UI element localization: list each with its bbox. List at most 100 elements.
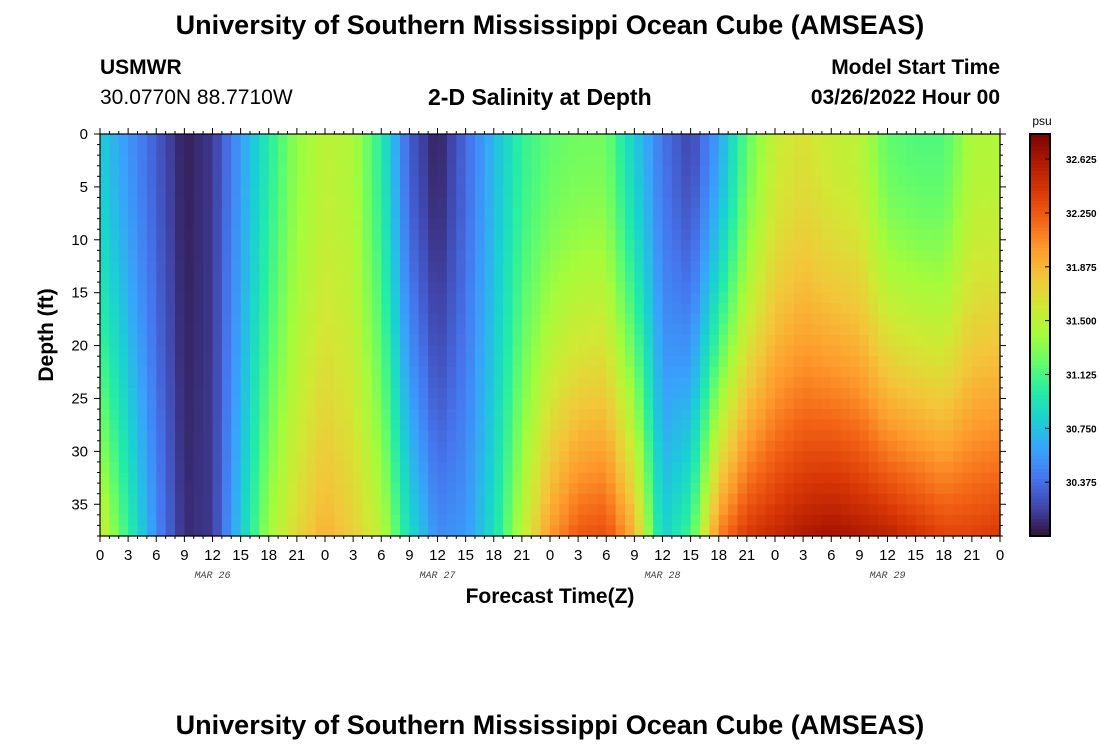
heatmap-cell [756,398,767,410]
heatmap-cell [221,525,232,537]
heatmap-cell [240,155,251,167]
heatmap-cell [625,356,635,368]
heatmap-cell [418,282,429,294]
heatmap-cell [109,229,120,241]
heatmap-cell [662,387,673,400]
heatmap-cell [231,250,242,262]
heatmap-cell [653,303,664,315]
heatmap-cell [437,472,448,484]
heatmap-cell [587,356,598,368]
heatmap-cell [981,176,992,188]
heatmap-cell [287,260,298,273]
heatmap-cell [400,335,410,347]
heatmap-cell [728,345,739,357]
heatmap-cell [615,461,626,474]
heatmap-cell [859,324,870,336]
heatmap-cell [690,271,701,283]
heatmap-cell [428,335,439,347]
heatmap-cell [250,430,260,442]
heatmap-cell [709,165,720,177]
heatmap-cell [250,292,260,304]
heatmap-cell [709,366,720,378]
heatmap-cell [775,409,785,421]
heatmap-cell [456,356,467,368]
heatmap-cell [231,430,242,442]
heatmap-cell [653,430,664,442]
heatmap-cell [718,229,729,241]
heatmap-cell [278,525,289,537]
heatmap-cell [596,451,607,463]
heatmap-cell [887,504,898,516]
heatmap-cell [681,229,692,241]
heatmap-cell [859,176,870,188]
heatmap-cell [437,165,448,177]
heatmap-cell [550,504,560,516]
heatmap-cell [390,271,401,283]
heatmap-cell [428,398,439,410]
heatmap-cell [793,218,804,230]
heatmap-cell [887,197,898,209]
heatmap-cell [821,483,832,495]
heatmap-cell [662,292,673,304]
heatmap-cell [503,345,514,357]
heatmap-cell [175,377,185,389]
heatmap-cell [793,335,804,347]
heatmap-cell [362,356,373,368]
x-tick-label: 12 [654,547,671,564]
heatmap-cell [831,525,842,537]
colorbar-segment [1030,257,1050,262]
heatmap-cell [971,324,982,336]
heatmap-cell [428,176,439,188]
heatmap-cell [353,229,364,241]
heatmap-cell [906,451,917,463]
heatmap-cell [493,303,504,315]
heatmap-cell [606,176,617,188]
heatmap-cell [915,313,926,326]
heatmap-cell [878,303,889,315]
heatmap-cell [793,472,804,484]
heatmap-cell [953,186,964,199]
heatmap-cell [184,387,195,400]
heatmap-cell [456,419,467,431]
colorbar-segment [1030,251,1050,256]
heatmap-cell [981,461,992,474]
heatmap-cell [700,451,710,463]
heatmap-cell [259,504,270,516]
heatmap-cell [390,134,401,146]
heatmap-cell [221,324,232,336]
heatmap-cell [381,229,392,241]
heatmap-cell [653,335,664,347]
heatmap-cell [465,493,476,505]
heatmap-cell [840,387,851,400]
heatmap-cell [371,208,382,220]
heatmap-cell [831,197,842,209]
heatmap-cell [925,324,935,336]
heatmap-cell [193,208,204,220]
heatmap-cell [953,377,964,389]
heatmap-cell [906,282,917,294]
heatmap-cell [259,292,270,304]
colorbar-segment [1030,318,1050,323]
heatmap-cell [765,335,776,347]
heatmap-cell [531,493,542,505]
heatmap-cell [493,292,504,304]
heatmap-cell [615,303,626,315]
heatmap-cell [128,303,139,315]
colorbar-segment [1030,284,1050,289]
heatmap-cell [671,430,682,442]
heatmap-cell [100,356,110,368]
heatmap-cell [250,387,260,400]
heatmap-cell [475,144,485,156]
heatmap-cell [887,335,898,347]
heatmap-cell [137,419,148,431]
x-tick-label: 6 [602,547,610,564]
heatmap-cell [934,493,945,505]
heatmap-cell [109,525,120,537]
heatmap-cell [634,504,645,516]
heatmap-cell [503,398,514,410]
heatmap-cell [962,366,973,378]
heatmap-cell [662,335,673,347]
heatmap-cell [493,313,504,326]
heatmap-cell [868,229,879,241]
heatmap-cell [456,303,467,315]
